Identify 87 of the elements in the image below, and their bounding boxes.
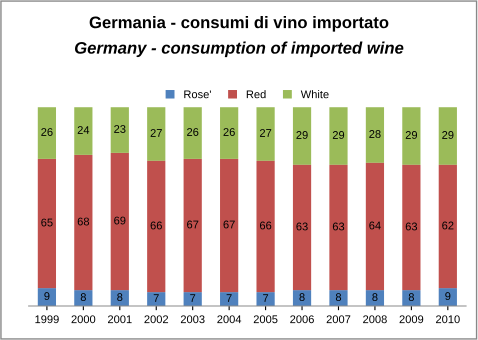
bar: [74, 107, 92, 155]
data-label: 69: [114, 216, 126, 224]
data-label: 26: [224, 128, 235, 136]
data-label: 66: [260, 222, 272, 230]
data-label: 29: [442, 131, 454, 139]
bar: [38, 107, 56, 159]
data-label: 67: [187, 220, 198, 228]
x-tick-label: 2007: [326, 315, 350, 324]
x-tick-label: 2009: [400, 315, 424, 324]
data-label: 28: [369, 130, 381, 138]
bar: [110, 290, 129, 306]
data-label: 27: [260, 129, 272, 137]
bar: [402, 290, 420, 306]
bar: [220, 292, 238, 306]
data-label: 9: [445, 292, 450, 300]
x-tick-label: 2008: [363, 315, 387, 324]
bar: [147, 292, 166, 306]
bar: [329, 107, 348, 165]
data-label: 66: [150, 222, 162, 230]
data-label: 29: [406, 131, 418, 139]
legend-label: White: [300, 90, 329, 98]
bar: [220, 107, 238, 159]
data-label: 8: [299, 293, 305, 302]
data-label: 62: [442, 222, 454, 230]
x-tick-label: 2000: [72, 315, 96, 324]
data-label: 64: [369, 222, 381, 230]
data-label: 63: [332, 222, 344, 230]
data-label: 8: [336, 293, 342, 302]
legend-label: Red: [246, 90, 266, 98]
bar: [329, 290, 348, 306]
bar: [184, 107, 202, 159]
data-label: 8: [80, 293, 86, 302]
x-tick-label: 2001: [108, 315, 132, 324]
data-label: 7: [263, 294, 268, 302]
bar: [292, 164, 312, 290]
bar: [147, 160, 166, 292]
data-label: 23: [114, 125, 126, 133]
x-tick-label: 2002: [144, 315, 168, 324]
data-label: 8: [408, 293, 414, 302]
bar: [220, 158, 238, 292]
data-label: 68: [78, 218, 90, 226]
bar: [402, 107, 420, 165]
chart-title: Germania - consumi di vino importato: [90, 16, 388, 32]
data-label: 7: [226, 294, 232, 302]
bar: [402, 164, 420, 290]
legend-label: Rose': [184, 90, 211, 98]
bar: [329, 164, 348, 290]
x-tick-label: 2006: [290, 315, 314, 324]
bar: [256, 292, 275, 306]
bar: [38, 288, 56, 306]
bar: [74, 154, 92, 290]
data-label: 63: [296, 222, 308, 230]
x-tick-label: 2010: [436, 315, 460, 324]
data-label: 63: [406, 222, 418, 230]
bar: [38, 158, 56, 288]
bar: [184, 292, 202, 306]
data-label: 26: [187, 128, 198, 136]
data-label: 65: [41, 218, 53, 226]
bar: [438, 164, 457, 288]
bar: [256, 160, 275, 292]
bar: [110, 152, 129, 290]
x-tick-label: 1999: [35, 315, 59, 324]
bar: [110, 107, 129, 153]
bar: [256, 107, 275, 161]
data-label: 26: [41, 128, 53, 136]
data-label: 27: [150, 129, 162, 137]
bar: [366, 162, 384, 290]
data-label: 24: [78, 126, 90, 134]
bar: [184, 158, 202, 292]
data-label: 67: [224, 220, 235, 228]
bar: [292, 107, 312, 165]
bar: [366, 107, 384, 163]
bar: [438, 288, 457, 306]
data-label: 29: [296, 131, 308, 139]
data-label: 8: [372, 293, 378, 302]
chart-subtitle: Germany - consumption of imported wine: [74, 42, 404, 58]
bar: [147, 107, 166, 161]
data-label: 7: [190, 294, 196, 302]
bar: [74, 290, 92, 306]
x-tick-label: 2003: [180, 315, 205, 324]
data-label: 29: [332, 131, 344, 139]
bar: [438, 107, 457, 165]
data-label: 9: [44, 292, 50, 300]
data-label: 8: [117, 293, 122, 302]
x-tick-label: 2004: [217, 315, 242, 324]
data-label: 7: [154, 294, 159, 302]
x-tick-label: 2005: [254, 315, 278, 324]
